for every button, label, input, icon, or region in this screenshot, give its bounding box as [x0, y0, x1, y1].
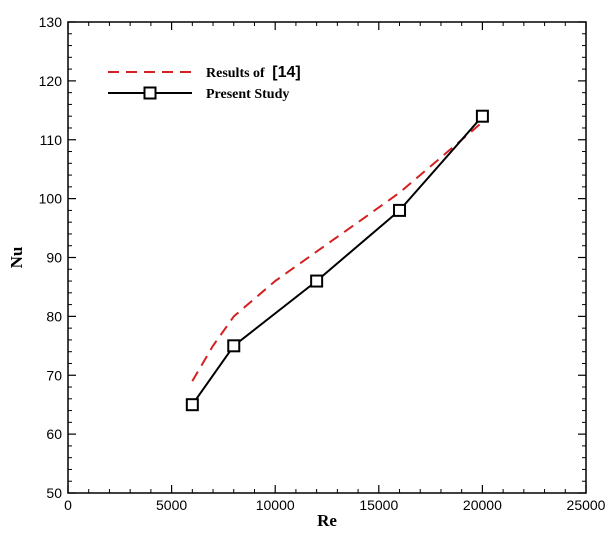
y-tick-label: 80 [46, 308, 62, 324]
y-tick-label: 60 [46, 426, 62, 442]
legend-label-results: Results of [206, 66, 265, 81]
y-tick-label: 110 [40, 132, 63, 148]
y-tick-label: 120 [39, 73, 63, 89]
x-tick-label: 10000 [256, 497, 295, 513]
x-tick-label: 15000 [359, 497, 398, 513]
legend: Results of [14] Present Study [108, 64, 301, 102]
y-tick-label: 90 [46, 250, 62, 266]
legend-marker-present-study [143, 86, 157, 100]
y-tick-label: 130 [39, 14, 63, 30]
legend-entry-results: Results of [14] [206, 64, 301, 81]
data-point-marker [185, 398, 199, 412]
x-tick-label: 0 [64, 497, 72, 513]
data-point-marker [475, 109, 489, 123]
y-tick-label: 70 [46, 367, 62, 383]
y-tick-labels: 50 60 70 80 90 100 110 120 130 [39, 14, 63, 501]
y-axis-title: Nu [7, 247, 26, 269]
data-point-marker [393, 203, 407, 217]
legend-label-present-study: Present Study [206, 87, 289, 102]
data-point-marker [310, 274, 324, 288]
series-layer [185, 109, 489, 412]
legend-ref-results: [14] [272, 64, 300, 81]
major-ticks [67, 21, 587, 494]
series-line-0 [191, 121, 484, 382]
x-tick-label: 20000 [463, 497, 502, 513]
x-tick-label: 5000 [156, 497, 187, 513]
series-line-1 [191, 115, 484, 406]
y-tick-label: 100 [39, 191, 63, 207]
x-axis-title: Re [317, 511, 337, 530]
x-tick-label: 25000 [567, 497, 606, 513]
x-tick-labels: 0 5000 10000 15000 20000 25000 [64, 497, 606, 513]
data-point-marker [227, 339, 241, 353]
minor-ticks [68, 22, 586, 493]
y-tick-label: 50 [46, 485, 62, 501]
